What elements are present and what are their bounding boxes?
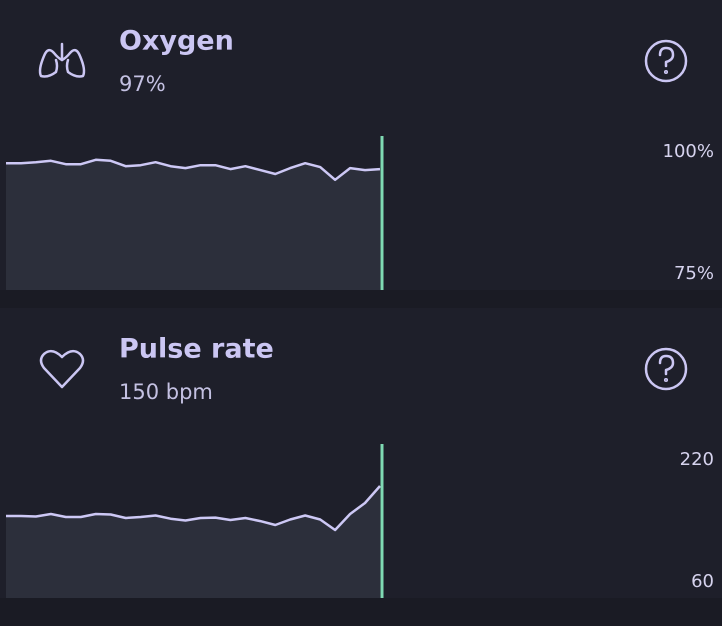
help-button[interactable] xyxy=(644,39,688,83)
line xyxy=(6,158,381,182)
panel-title: Pulse rate xyxy=(119,334,274,365)
panel-value: 97% xyxy=(119,72,166,96)
line xyxy=(6,485,381,532)
y-tick-label: 75% xyxy=(674,263,714,284)
help-button[interactable] xyxy=(644,347,688,391)
y-tick-label: 220 xyxy=(680,449,714,470)
area-fill xyxy=(6,159,380,290)
panel-value: 150 bpm xyxy=(119,380,213,404)
divider xyxy=(0,290,722,308)
y-tick-label: 60 xyxy=(691,571,714,592)
heart-icon xyxy=(39,349,85,389)
divider xyxy=(0,598,722,626)
panel-title: Oxygen xyxy=(119,26,234,57)
y-tick-label: 100% xyxy=(663,141,714,162)
lungs-icon xyxy=(38,42,86,78)
area-fill xyxy=(6,486,380,598)
